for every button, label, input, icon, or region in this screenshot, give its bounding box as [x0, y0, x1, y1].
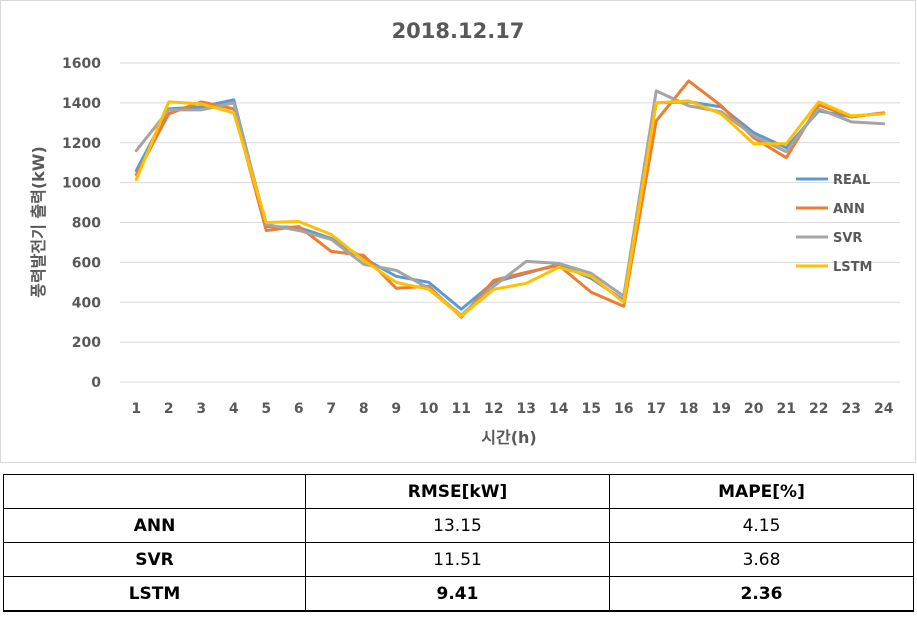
- table-cell-mape: 2.36: [609, 576, 914, 612]
- table-header-mape: MAPE[%]: [609, 474, 914, 509]
- y-tick-label: 1400: [62, 96, 101, 112]
- table-row-svr: SVR 11.51 3.68: [3, 542, 914, 577]
- series-line-lstm: [134, 99, 886, 318]
- x-axis-ticks: 1 2 3 4 5 6 7 8 9 10 11 12 13 14 15 16 17 18 19 20 21 22 23 24: [131, 401, 893, 417]
- table-cell-model: SVR: [3, 542, 306, 577]
- x-tick-label: 12: [484, 401, 503, 417]
- x-tick-label: 4: [229, 401, 239, 417]
- table-cell-rmse: 13.15: [305, 508, 610, 543]
- y-tick-label: 800: [72, 216, 101, 232]
- x-tick-label: 8: [359, 401, 369, 417]
- y-tick-label: 0: [91, 375, 101, 391]
- x-tick-label: 19: [712, 401, 731, 417]
- table-cell-rmse: 11.51: [305, 542, 610, 577]
- x-tick-label: 6: [294, 401, 304, 417]
- table-cell-model: ANN: [3, 508, 306, 543]
- x-tick-label: 15: [582, 401, 601, 417]
- legend: REAL ANN SVR LSTM: [796, 173, 872, 275]
- y-tick-label: 200: [72, 335, 101, 351]
- series-lines: [134, 79, 886, 319]
- x-tick-label: 24: [874, 401, 894, 417]
- table-cell-model: LSTM: [3, 576, 306, 612]
- table-header-empty: [3, 474, 306, 509]
- series-line-ann: [134, 79, 886, 319]
- x-tick-label: 16: [614, 401, 633, 417]
- line-chart: 2018.12.17 0 200 400 600 800 1000 1200 1400 1600…: [0, 0, 916, 463]
- x-tick-label: 2: [164, 401, 174, 417]
- x-tick-label: 9: [391, 401, 401, 417]
- x-tick-label: 11: [452, 401, 471, 417]
- table-cell-mape: 3.68: [609, 542, 914, 577]
- x-tick-label: 5: [261, 401, 271, 417]
- x-tick-label: 23: [842, 401, 861, 417]
- metrics-table: RMSE[kW] MAPE[%] ANN 13.15 4.15 SVR 11.5…: [3, 474, 914, 612]
- table-row-lstm: LSTM 9.41 2.36: [3, 576, 914, 612]
- legend-label: REAL: [833, 173, 870, 188]
- x-axis-label: 시간(h): [481, 428, 536, 447]
- x-tick-label: 13: [517, 401, 536, 417]
- y-tick-label: 1600: [62, 56, 101, 72]
- y-tick-label: 600: [72, 255, 101, 271]
- y-axis-ticks: 0 200 400 600 800 1000 1200 1400 1600: [62, 56, 101, 391]
- y-tick-label: 1200: [62, 136, 101, 152]
- y-axis-label: 풍력발전기 출력(kW): [29, 146, 48, 298]
- x-tick-label: 1: [131, 401, 141, 417]
- table-header-row: RMSE[kW] MAPE[%]: [3, 474, 914, 509]
- x-tick-label: 21: [777, 401, 796, 417]
- y-tick-label: 1000: [62, 176, 101, 192]
- legend-label: LSTM: [833, 260, 872, 275]
- table-row-ann: ANN 13.15 4.15: [3, 508, 914, 543]
- x-tick-label: 3: [196, 401, 206, 417]
- table-cell-rmse: 9.41: [305, 576, 610, 612]
- x-tick-label: 22: [809, 401, 828, 417]
- x-tick-label: 17: [647, 401, 666, 417]
- chart-border: [0, 0, 916, 463]
- legend-label: SVR: [833, 231, 862, 246]
- x-tick-label: 20: [744, 401, 764, 417]
- x-tick-label: 18: [679, 401, 698, 417]
- table-cell-mape: 4.15: [609, 508, 914, 543]
- x-tick-label: 7: [326, 401, 336, 417]
- x-tick-label: 10: [419, 401, 439, 417]
- chart-container: 2018.12.17 0 200 400 600 800 1000 1200 1400 1600…: [0, 0, 916, 463]
- table-header-rmse: RMSE[kW]: [305, 474, 610, 509]
- y-tick-label: 400: [72, 295, 101, 311]
- chart-title: 2018.12.17: [392, 19, 525, 43]
- grid-lines: [120, 62, 900, 383]
- legend-label: ANN: [833, 202, 865, 217]
- x-tick-label: 14: [549, 401, 569, 417]
